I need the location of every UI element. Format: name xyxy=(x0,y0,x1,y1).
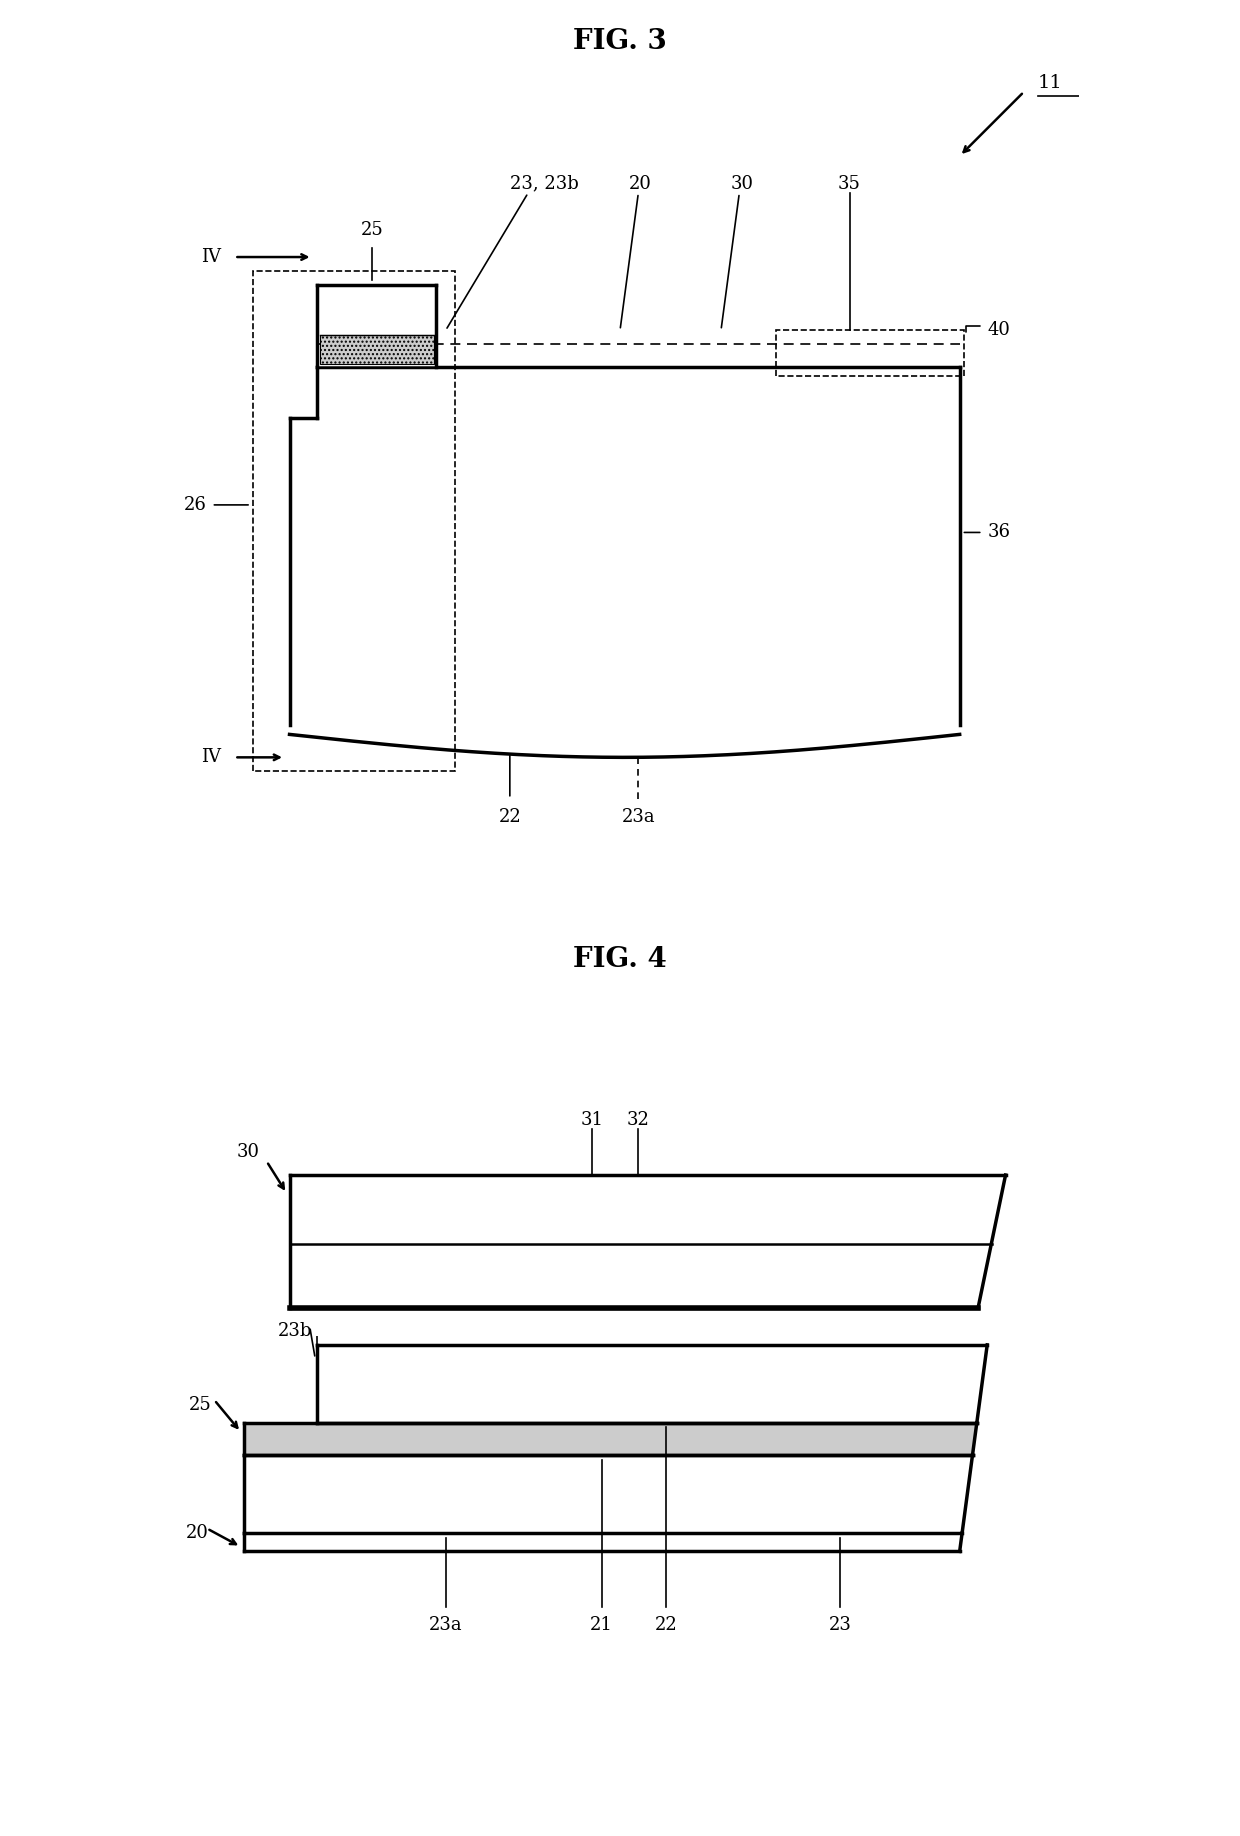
Text: 22: 22 xyxy=(498,808,521,826)
Polygon shape xyxy=(289,367,960,725)
Polygon shape xyxy=(243,1454,972,1533)
Text: 23b: 23b xyxy=(278,1322,312,1340)
Polygon shape xyxy=(289,1245,992,1307)
Text: 32: 32 xyxy=(627,1111,650,1129)
Text: 40: 40 xyxy=(987,321,1011,340)
Polygon shape xyxy=(243,1423,977,1454)
Text: 11: 11 xyxy=(1038,73,1063,92)
Polygon shape xyxy=(320,334,434,364)
Text: 31: 31 xyxy=(582,1111,604,1129)
Polygon shape xyxy=(317,1344,987,1423)
Text: 26: 26 xyxy=(184,496,207,514)
Text: 35: 35 xyxy=(838,174,861,193)
Text: 36: 36 xyxy=(987,523,1011,542)
Text: FIG. 3: FIG. 3 xyxy=(573,28,667,55)
Text: 30: 30 xyxy=(237,1144,259,1160)
Text: 20: 20 xyxy=(186,1524,210,1542)
Text: 23a: 23a xyxy=(621,808,655,826)
Text: 30: 30 xyxy=(730,174,753,193)
Polygon shape xyxy=(317,285,436,367)
Text: IV: IV xyxy=(201,248,221,266)
Text: 23, 23b: 23, 23b xyxy=(510,174,579,193)
Polygon shape xyxy=(289,1175,1006,1245)
Text: 23a: 23a xyxy=(429,1616,463,1634)
Text: 25: 25 xyxy=(188,1395,212,1414)
Text: 22: 22 xyxy=(655,1616,677,1634)
Text: 21: 21 xyxy=(590,1616,613,1634)
Text: 23: 23 xyxy=(828,1616,852,1634)
Text: 25: 25 xyxy=(361,220,383,239)
Text: FIG. 4: FIG. 4 xyxy=(573,946,667,973)
Text: IV: IV xyxy=(201,749,221,766)
Text: 20: 20 xyxy=(629,174,652,193)
